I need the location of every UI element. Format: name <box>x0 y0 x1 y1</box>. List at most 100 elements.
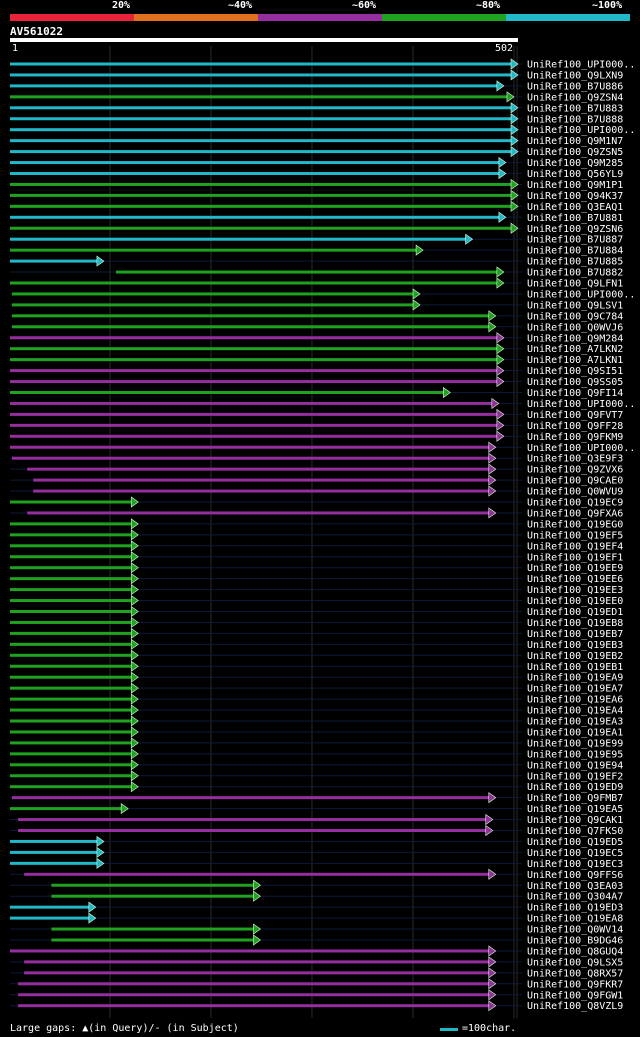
hit-label: UniRef100_Q19EE9 <box>527 563 623 574</box>
hit-label: UniRef100_Q3E9F3 <box>527 454 623 465</box>
hit-arrow <box>510 222 519 234</box>
hit-label: UniRef100_Q9FFS6 <box>527 870 623 881</box>
hit-bar <box>10 577 133 581</box>
hit-bar <box>12 796 490 800</box>
hit-arrow <box>488 485 497 497</box>
hit-arrow <box>488 474 497 486</box>
hit-arrow <box>488 507 497 519</box>
hit-arrow <box>130 737 139 749</box>
hit-label: UniRef100_Q19E94 <box>527 760 623 771</box>
hit-label: UniRef100_Q9FMB7 <box>527 793 623 804</box>
hit-bar <box>12 325 490 329</box>
hit-arrow <box>496 266 505 278</box>
hit-arrow <box>130 726 139 738</box>
hit-bar <box>10 916 90 920</box>
hit-bar <box>10 204 512 208</box>
hit-arrow <box>488 310 497 322</box>
hit-label: UniRef100_Q9M284 <box>527 333 623 344</box>
hit-bar <box>10 73 512 77</box>
hit-bar <box>33 489 490 493</box>
hit-bar <box>10 161 500 165</box>
hit-bar <box>10 150 512 154</box>
hit-bar <box>12 292 415 296</box>
hit-label: UniRef100_Q8RX57 <box>527 968 623 979</box>
hit-arrow <box>88 912 97 924</box>
hit-label: UniRef100_Q19ED5 <box>527 837 623 848</box>
legend-seg-40 <box>134 14 258 21</box>
hit-bar <box>18 982 490 986</box>
hit-bar <box>10 631 133 635</box>
hit-label: UniRef100_Q19ED1 <box>527 607 623 618</box>
hit-arrow <box>510 178 519 191</box>
hit-arrow <box>130 627 139 639</box>
legend-label-40: ~40% <box>228 0 253 11</box>
hit-label: UniRef100_Q19EE6 <box>527 574 623 585</box>
hit-label: UniRef100_Q9SS05 <box>527 377 623 388</box>
hit-label: UniRef100_Q304A7 <box>527 892 623 903</box>
hit-bar <box>51 927 255 931</box>
hit-arrow <box>130 496 139 508</box>
hit-arrow <box>488 441 497 453</box>
hit-label: UniRef100_Q9CAK1 <box>527 815 623 826</box>
hit-bar <box>10 544 133 548</box>
hit-arrow <box>510 189 519 201</box>
hit-arrow <box>496 354 505 366</box>
hit-label: UniRef100_Q9FKM9 <box>527 432 623 443</box>
hit-bar <box>10 423 498 427</box>
hit-bar <box>10 610 133 613</box>
hit-label: UniRef100_Q9ZSN4 <box>527 92 623 103</box>
hit-label: UniRef100_UPI000.. <box>527 443 635 454</box>
hit-arrow <box>496 375 505 388</box>
hit-label: UniRef100_UPI000.. <box>527 399 635 410</box>
identity-legend-bar <box>10 14 630 21</box>
hit-bar <box>116 270 498 274</box>
query-bar <box>10 38 518 42</box>
hit-arrow <box>130 649 139 661</box>
hit-arrow <box>88 901 97 913</box>
hit-arrow <box>488 956 497 968</box>
hit-arrow <box>415 244 424 256</box>
hit-bar <box>10 347 498 351</box>
hit-bar <box>18 818 487 822</box>
hit-bar <box>10 434 498 438</box>
hit-arrow <box>130 551 139 563</box>
hit-arrow <box>96 835 105 848</box>
hit-bar <box>10 84 498 88</box>
hit-bar <box>10 642 133 646</box>
hit-bar <box>10 861 98 865</box>
hit-arrow <box>488 967 497 979</box>
hit-bar <box>10 412 498 416</box>
hit-bar <box>10 653 133 657</box>
hit-bar <box>10 259 98 263</box>
hit-bar <box>10 237 467 241</box>
hit-bar <box>27 511 490 515</box>
hit-label: UniRef100_Q9C784 <box>527 311 623 322</box>
hit-bar <box>10 95 508 99</box>
hit-arrow <box>498 211 507 223</box>
hit-arrow <box>498 156 507 169</box>
hit-arrow <box>485 824 494 837</box>
hit-label: UniRef100_Q19ED9 <box>527 782 623 793</box>
hit-bar <box>10 686 133 690</box>
hit-arrow <box>130 715 139 727</box>
hit-label: UniRef100_Q19EE0 <box>527 596 623 607</box>
hit-label: UniRef100_Q9ZSN5 <box>527 147 623 158</box>
hit-label: UniRef100_Q94K37 <box>527 191 623 202</box>
query-end-label: 502 <box>495 43 514 54</box>
hit-bar <box>10 774 133 778</box>
hit-arrow <box>488 978 497 990</box>
hit-bar <box>10 949 490 953</box>
hit-arrow <box>130 770 139 782</box>
hit-arrow <box>96 255 105 267</box>
hit-arrow <box>130 759 139 771</box>
hit-label: UniRef100_Q9LSV1 <box>527 300 623 311</box>
query-start-label: 1 <box>12 43 19 54</box>
hit-label: UniRef100_UPI000.. <box>527 125 635 136</box>
hit-arrow <box>412 299 421 311</box>
hit-bar <box>10 620 133 624</box>
hit-label: UniRef100_Q19EA1 <box>527 727 623 738</box>
hit-arrow <box>488 463 497 475</box>
hit-label: UniRef100_B7U883 <box>527 103 623 114</box>
hit-arrow <box>510 58 519 70</box>
